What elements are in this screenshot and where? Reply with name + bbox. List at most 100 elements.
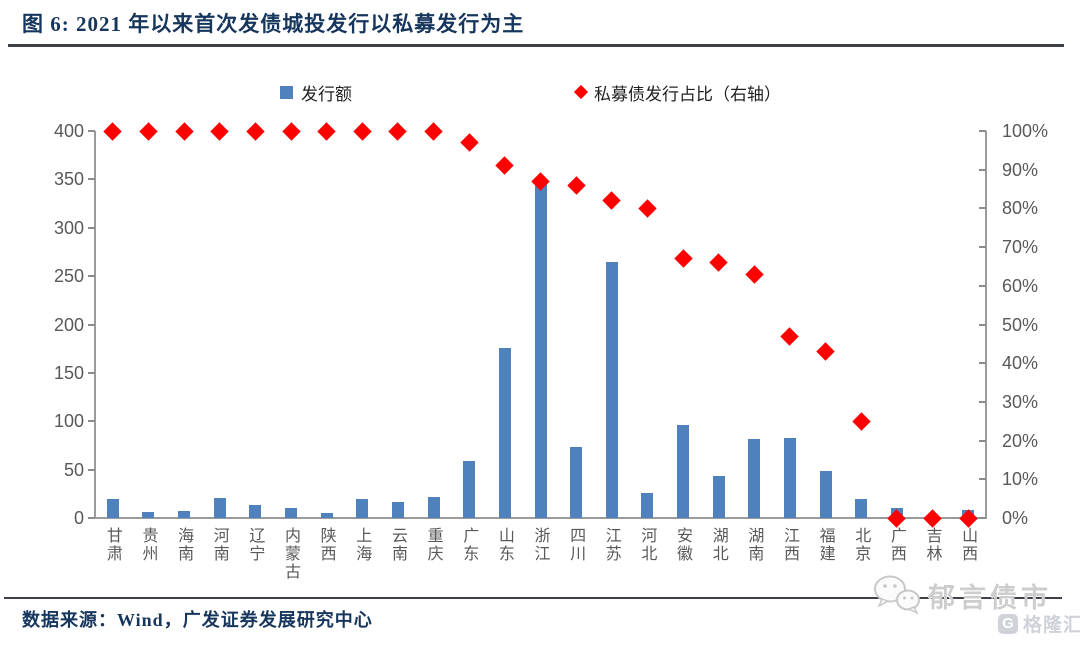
private-ratio-point (281, 121, 301, 141)
right-axis-tick-label: 90% (1002, 159, 1039, 180)
private-ratio-point (566, 175, 586, 195)
x-axis-label: 山西 (959, 527, 977, 563)
left-axis-tick-label: 350 (53, 169, 84, 190)
right-axis-tick-label: 80% (1002, 198, 1039, 219)
wechat-icon (874, 575, 920, 615)
right-axis-tick (979, 439, 986, 442)
x-axis-label: 山东 (495, 527, 513, 563)
x-axis-label: 湖南 (745, 527, 763, 563)
legend-item-issuance: 发行额 (280, 80, 352, 104)
right-axis-tick (979, 207, 986, 210)
bar-legend-marker-icon (280, 85, 293, 99)
left-axis-tick (88, 130, 95, 132)
private-ratio-point (460, 133, 479, 152)
private-ratio-point (923, 508, 942, 528)
watermark: 郁言债市 G 格隆汇 (872, 570, 1080, 642)
issuance-bar (570, 447, 583, 518)
private-ratio-point (103, 121, 123, 141)
watermark-platform-text: 格隆汇 (1023, 615, 1080, 636)
private-ratio-point (709, 253, 728, 272)
legend-item-private-ratio: 私募债发行占比（右轴） (573, 80, 781, 104)
left-axis-tick-label: 300 (53, 217, 84, 238)
issuance-bar (178, 511, 191, 518)
right-axis-tick-label: 50% (1002, 314, 1039, 335)
x-axis-label: 浙江 (531, 527, 549, 563)
legend-label: 发行额 (301, 84, 352, 104)
private-ratio-point (638, 199, 657, 218)
left-axis-tick-label: 0 (73, 508, 84, 528)
y-axis-left-line (94, 131, 96, 518)
issuance-bar (712, 476, 725, 518)
private-ratio-point (673, 249, 693, 268)
left-axis-tick-label: 200 (53, 314, 84, 335)
private-ratio-point (210, 121, 229, 141)
gelonghui-logo-icon: G (998, 613, 1018, 634)
x-axis-label: 海南 (175, 527, 193, 563)
private-ratio-point (317, 121, 336, 141)
x-axis-label: 陕西 (317, 527, 335, 563)
left-axis-tick (88, 178, 95, 181)
x-axis-label: 安徽 (674, 527, 692, 563)
left-axis-tick-label: 250 (53, 266, 84, 287)
issuance-bar (677, 425, 690, 518)
right-axis-tick (979, 517, 986, 519)
x-axis-label: 云南 (388, 527, 406, 563)
left-axis-tick (88, 468, 95, 471)
private-ratio-point (745, 264, 764, 284)
figure-title: 图 6: 2021 年以来首次发债城投发行以私募发行为主 (22, 12, 525, 36)
data-source-note: 数据来源：Wind，广发证券发展研究中心 (22, 610, 373, 630)
private-ratio-point (424, 121, 443, 141)
issuance-bar (142, 512, 155, 518)
private-ratio-point (353, 121, 372, 141)
left-axis-tick (88, 323, 95, 326)
issuance-bar (534, 179, 547, 518)
x-axis-label: 江苏 (602, 527, 620, 563)
left-axis-tick-label: 150 (53, 362, 84, 383)
right-axis-tick (979, 246, 986, 249)
private-ratio-point (852, 412, 871, 431)
issuance-bar (320, 513, 333, 518)
private-ratio-point (602, 191, 621, 210)
private-ratio-point (388, 121, 408, 141)
x-axis-label: 北京 (852, 527, 870, 563)
issuance-bar (249, 505, 262, 518)
right-axis-tick-label: 60% (1002, 275, 1039, 296)
right-axis-tick-label: 70% (1002, 237, 1039, 258)
left-axis-tick (88, 371, 95, 374)
issuance-bar (463, 460, 476, 518)
x-axis-line (94, 517, 987, 519)
legend-label: 私募债发行占比（右轴） (594, 84, 781, 104)
left-axis-tick-label: 400 (53, 121, 84, 141)
left-axis-tick (88, 517, 95, 519)
right-axis-tick (979, 323, 986, 326)
private-ratio-point (495, 156, 515, 176)
left-axis-tick-label: 100 (53, 411, 84, 432)
left-axis-tick (88, 275, 95, 278)
left-axis-tick (88, 420, 95, 423)
x-axis-label: 广西 (887, 527, 905, 563)
x-axis-label: 湖北 (709, 527, 727, 563)
y-axis-right-line (985, 131, 987, 518)
private-ratio-point (139, 121, 158, 141)
right-axis-tick (979, 362, 986, 365)
x-axis-label: 四川 (567, 527, 585, 563)
x-axis-label: 甘肃 (103, 527, 121, 563)
left-axis-tick (88, 226, 95, 229)
left-axis-tick-label: 50 (63, 459, 84, 480)
issuance-bar (106, 498, 119, 518)
issuance-bar (783, 437, 796, 518)
right-axis-tick-label: 40% (1002, 353, 1039, 374)
chart-legend: 发行额 私募债发行占比（右轴） (0, 80, 1080, 104)
issuance-bar (356, 498, 369, 518)
right-axis-tick (979, 400, 986, 403)
x-axis-label: 辽宁 (246, 527, 264, 563)
right-axis-tick (979, 284, 986, 287)
issuance-bar (819, 470, 832, 518)
issuance-bar (427, 496, 440, 518)
right-axis-tick (979, 478, 986, 481)
right-axis-tick (979, 130, 986, 132)
right-axis-tick-label: 100% (1002, 121, 1049, 141)
x-axis-label: 贵州 (139, 527, 157, 563)
x-axis-label: 重庆 (424, 527, 442, 563)
